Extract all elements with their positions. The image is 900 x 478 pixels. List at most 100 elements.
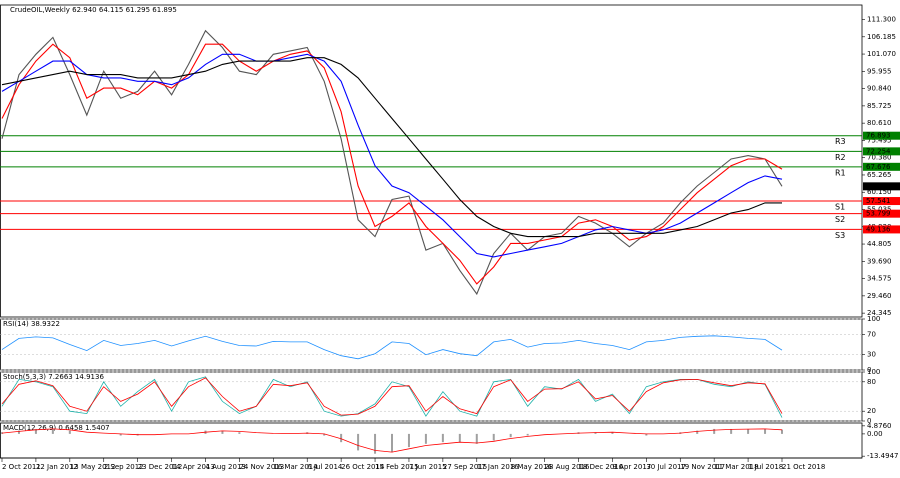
macd-bar xyxy=(492,433,495,441)
macd-bar xyxy=(238,432,241,434)
macd-bar xyxy=(68,430,71,434)
macd-bar xyxy=(357,433,360,451)
y-tick-label: 60.150 xyxy=(867,188,892,196)
y-tick-label: 80 xyxy=(867,378,876,386)
y-tick-label: 95.955 xyxy=(867,67,892,75)
macd-bar xyxy=(221,430,224,434)
last-price: 61.895 xyxy=(866,182,891,190)
level-value: 72.254 xyxy=(866,147,891,155)
macd-bar xyxy=(611,432,614,434)
level-name: S1 xyxy=(835,203,845,212)
macd-bar xyxy=(391,433,393,453)
x-tick-label: 7 Jun 2015 xyxy=(409,463,447,471)
x-tick-label: 2 Oct 2011 xyxy=(2,463,41,471)
y-tick-label: 90.840 xyxy=(867,85,892,93)
macd-bar xyxy=(781,429,783,434)
macd-bar xyxy=(509,433,512,438)
x-tick-label: 17 Jan 2016 xyxy=(477,463,520,471)
series-line xyxy=(1,57,782,238)
y-tick-label: 55.035 xyxy=(867,206,892,214)
macd-bar xyxy=(407,433,410,448)
y-tick-label: 44.805 xyxy=(867,240,892,248)
y-tick-label: 111.300 xyxy=(867,16,896,24)
y-tick-label: 30 xyxy=(867,351,876,359)
y-tick-label: 0 xyxy=(867,417,871,425)
y-tick-label: 20 xyxy=(867,407,876,415)
level-name: R2 xyxy=(835,153,846,162)
x-tick-label: 11 Mar 2018 xyxy=(714,463,758,471)
macd-bar xyxy=(730,428,733,434)
level-value: 57.541 xyxy=(866,197,891,205)
x-tick-label: 8 May 2016 xyxy=(511,463,553,471)
macd-bar xyxy=(594,432,597,434)
y-tick-label: 100 xyxy=(867,315,880,323)
y-tick-label: 75.495 xyxy=(867,136,892,144)
series-line xyxy=(1,29,783,296)
y-tick-label: 101.070 xyxy=(867,50,896,58)
macd-bar xyxy=(323,433,326,436)
macd-bar xyxy=(458,433,461,443)
y-tick-label: 85.725 xyxy=(867,102,892,110)
panel-frame xyxy=(0,318,863,371)
y-tick-label: 65.265 xyxy=(867,171,892,179)
level-box xyxy=(863,225,900,234)
x-tick-label: 4 Aug 2013 xyxy=(205,463,245,471)
y-tick-label: 70 xyxy=(867,330,876,338)
macd-bar xyxy=(645,433,648,436)
x-tick-label: 27 Sep 2015 xyxy=(443,463,487,471)
x-tick-label: 26 Oct 2014 xyxy=(341,463,385,471)
y-tick-label: 29.460 xyxy=(867,292,892,300)
level-value: 76.893 xyxy=(866,132,891,140)
level-box xyxy=(863,197,900,206)
panel-frame xyxy=(0,4,863,318)
macd-bar xyxy=(374,433,377,454)
y-tick-label: 39.690 xyxy=(867,257,892,265)
panel-frame xyxy=(0,371,863,422)
y-tick-label: 100 xyxy=(867,368,880,376)
x-tick-label: 21 Oct 2018 xyxy=(782,463,825,471)
y-tick-label: 0.00 xyxy=(867,430,883,438)
level-name: R1 xyxy=(835,168,846,177)
x-tick-label: 19 Nov 2017 xyxy=(680,463,725,471)
x-tick-label: 2 Sep 2012 xyxy=(104,463,144,471)
level-value: 49.136 xyxy=(866,225,891,233)
level-box xyxy=(863,209,900,218)
macd-bar xyxy=(764,428,767,434)
panel-title: Stoch(5,3,3) 7.2663 14.9136 xyxy=(3,373,104,381)
y-tick-label: 80.610 xyxy=(867,119,892,127)
last-price-box xyxy=(863,182,900,191)
x-tick-label: 1 Jul 2018 xyxy=(748,463,783,471)
y-tick-label: 106.185 xyxy=(867,33,896,41)
level-name: S2 xyxy=(835,215,845,224)
x-tick-label: 6 Jul 2014 xyxy=(307,463,343,471)
x-tick-label: 28 Aug 2016 xyxy=(545,463,590,471)
panel-title: MACD(12,26,9) 0.6458 1.5407 xyxy=(3,424,110,432)
macd-bar xyxy=(51,428,54,434)
macd-bar xyxy=(696,430,699,434)
level-name: S3 xyxy=(835,231,845,240)
y-tick-label: 34.575 xyxy=(867,275,892,283)
x-tick-label: 13 May 2012 xyxy=(70,463,116,471)
macd-bar xyxy=(424,433,427,444)
y-tick-label: 4.8760 xyxy=(867,422,892,430)
x-tick-label: 15 Feb 2015 xyxy=(375,463,419,471)
y-tick-label: 0 xyxy=(867,366,871,374)
series-line xyxy=(1,428,783,453)
macd-bar xyxy=(747,428,750,434)
x-tick-label: 16 Mar 2014 xyxy=(273,463,318,471)
series-line xyxy=(1,53,783,258)
level-box xyxy=(863,131,900,140)
level-box xyxy=(863,162,900,171)
series-line xyxy=(1,335,783,360)
level-name: R3 xyxy=(835,137,846,146)
x-tick-label: 24 Nov 2013 xyxy=(239,463,284,471)
panel-title: RSI(14) 38.9322 xyxy=(3,320,60,328)
x-tick-label: 22 Jan 2012 xyxy=(36,463,78,471)
level-value: 67.676 xyxy=(866,163,891,171)
level-value: 53.799 xyxy=(866,210,891,218)
macd-bar xyxy=(34,428,37,434)
macd-bar xyxy=(17,430,20,434)
x-tick-label: 14 Apr 2013 xyxy=(172,463,215,471)
